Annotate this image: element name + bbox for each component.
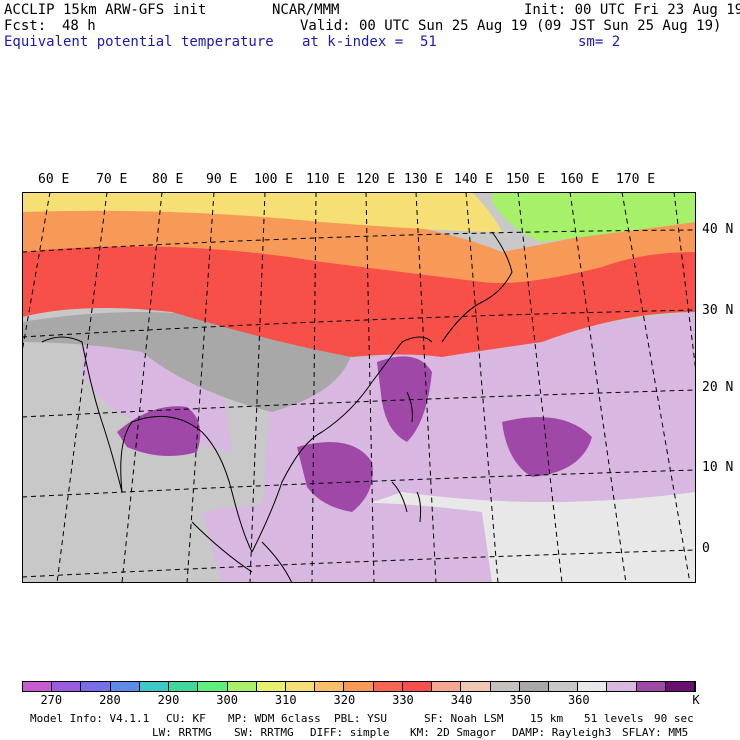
- lon-label: 170 E: [616, 172, 656, 187]
- shading-orange-band: [22, 196, 696, 283]
- footer-sflay: SFLAY: MM5: [622, 726, 689, 739]
- colorbar-swatch: [256, 682, 286, 691]
- footer-lw: LW: RRTMG: [152, 726, 212, 739]
- footer-diff: DIFF: simple: [310, 726, 390, 739]
- field-name: Equivalent potential temperature: [4, 34, 274, 50]
- lon-label: 160 E: [560, 172, 600, 187]
- colorbar-swatch: [315, 682, 345, 691]
- colorbar-swatch: [373, 682, 403, 691]
- colorbar-swatch: [110, 682, 140, 691]
- model-title: ACCLIP 15km ARW-GFS init: [4, 2, 207, 18]
- init-time: Init: 00 UTC Fri 23 Aug 19: [524, 2, 740, 18]
- lon-label: 60 E: [38, 172, 70, 187]
- colorbar-tick-label: 280: [99, 693, 121, 707]
- lat-label: 10 N: [702, 460, 734, 475]
- footer-cu: CU: KF: [166, 712, 206, 725]
- smoothing-label: sm= 2: [578, 34, 621, 50]
- colorbar-tick-label: 330: [392, 693, 414, 707]
- footer-sw: SW: RRTMG: [234, 726, 294, 739]
- colorbar-swatch: [432, 682, 462, 691]
- footer-levels: 51 levels: [584, 712, 644, 725]
- lon-label: 100 E: [254, 172, 294, 187]
- coastlines: [41, 231, 513, 583]
- colorbar-tick-label: 290: [157, 693, 180, 707]
- colorbar-swatch: [607, 682, 637, 691]
- colorbar-swatch: [636, 682, 666, 691]
- colorbar-swatch: [81, 682, 111, 691]
- footer-pbl: PBL: YSU: [334, 712, 387, 725]
- lon-label: 140 E: [454, 172, 494, 187]
- lon-label: 120 E: [356, 172, 396, 187]
- footer-damp: DAMP: Rayleigh3: [512, 726, 612, 739]
- shading-purple-wpac: [377, 356, 432, 442]
- colorbar-swatch: [402, 682, 433, 691]
- lon-label: 110 E: [306, 172, 346, 187]
- colorbar-tick-label: K: [692, 693, 700, 707]
- colorbar-tick-label: 350: [509, 693, 532, 707]
- footer-mp: MP: WDM 6class: [228, 712, 321, 725]
- map-frame: [22, 192, 696, 583]
- shading-red-band: [22, 226, 696, 357]
- colorbar-swatch: [52, 682, 82, 691]
- colorbar-tick-label: 310: [274, 693, 297, 707]
- shading-yellow-band: [22, 192, 502, 232]
- center-label: NCAR/MMM: [272, 2, 340, 18]
- colorbar-swatch: [23, 682, 53, 691]
- footer-km: KM: 2D Smagor: [410, 726, 497, 739]
- forecast-hours: 48 h: [62, 18, 96, 34]
- lon-label: 90 E: [206, 172, 238, 187]
- colorbar-tick-label: 360: [567, 693, 590, 707]
- footer-timestep: 90 sec: [654, 712, 694, 725]
- colorbar-swatch: [285, 682, 316, 691]
- valid-time: Valid: 00 UTC Sun 25 Aug 19 (09 JST Sun …: [300, 18, 722, 34]
- colorbar-tick-label: 340: [450, 693, 473, 707]
- colorbar-swatch: [461, 682, 491, 691]
- forecast-label: Fcst:: [4, 18, 47, 34]
- colorbar-tick-label: 320: [333, 693, 356, 707]
- lon-label: 70 E: [96, 172, 128, 187]
- colorbar-swatch: [139, 682, 170, 691]
- lat-label: 30 N: [702, 303, 734, 318]
- colorbar-swatch: [519, 682, 549, 691]
- shading-green-north: [492, 192, 696, 242]
- lon-label: 80 E: [152, 172, 184, 187]
- colorbar-swatch: [198, 682, 228, 691]
- lat-label: 0: [702, 541, 710, 556]
- graticule-lon: [22, 192, 696, 583]
- shading-lavender-south: [202, 502, 492, 583]
- footer-model-info: Model Info: V4.1.1: [30, 712, 150, 725]
- colorbar-swatch: [169, 682, 199, 691]
- footer-res: 15 km: [530, 712, 564, 725]
- colorbar-swatch: [665, 682, 696, 691]
- colorbar: [22, 681, 696, 692]
- footer-sf: SF: Noah LSM: [424, 712, 504, 725]
- colorbar-tick-label: 270: [40, 693, 63, 707]
- lon-label: 130 E: [404, 172, 444, 187]
- level-index: at k-index = 51: [302, 34, 437, 50]
- colorbar-swatch: [227, 682, 257, 691]
- colorbar-swatch: [490, 682, 520, 691]
- graticule-lat: [22, 229, 696, 578]
- shading-purple-bay: [117, 406, 201, 456]
- theta-e-map: [22, 192, 696, 583]
- colorbar-swatch: [548, 682, 579, 691]
- shading-purple-scs: [297, 442, 373, 512]
- lon-label: 150 E: [506, 172, 546, 187]
- lat-label: 20 N: [702, 380, 734, 395]
- colorbar-swatch: [578, 682, 608, 691]
- colorbar-tick-label: 300: [216, 693, 238, 707]
- lat-label: 40 N: [702, 222, 734, 237]
- colorbar-swatch: [344, 682, 374, 691]
